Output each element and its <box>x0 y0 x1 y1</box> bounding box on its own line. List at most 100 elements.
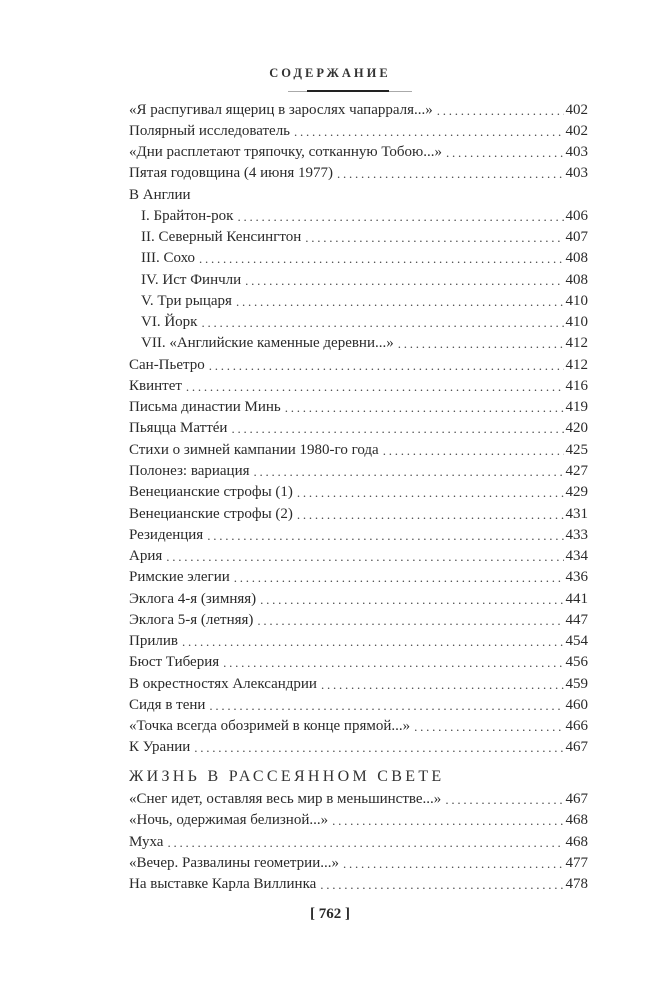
dot-leader <box>209 695 563 716</box>
page-title: СОДЕРЖАНИЕ <box>269 66 391 80</box>
entry-title: Полонез: вариация <box>129 463 250 480</box>
toc-entry: «Ночь, одержимая белизной...» 468 <box>129 810 588 831</box>
entry-page: 441 <box>565 590 589 607</box>
dot-leader <box>209 355 564 376</box>
dot-leader <box>207 525 563 546</box>
entry-page: 447 <box>565 611 589 628</box>
entry-page: 406 <box>565 207 589 224</box>
entry-page: 402 <box>565 101 589 118</box>
entry-title: Римские элегии <box>129 569 230 586</box>
toc-list: «Я распугивал ящериц в зарослях чапаррал… <box>129 100 588 759</box>
dot-leader <box>223 652 563 673</box>
entry-page: 459 <box>565 675 589 692</box>
entry-title: «Ночь, одержимая белизной...» <box>129 812 329 829</box>
toc-entry: К Урании 467 <box>129 737 588 758</box>
toc-entry: Муха 468 <box>129 832 588 853</box>
entry-title: На выставке Карла Виллинка <box>129 876 317 893</box>
toc-entry: «Точка всегда обозримей в конце прямой..… <box>129 716 588 737</box>
entry-page: 408 <box>565 271 589 288</box>
entry-page: 477 <box>565 854 589 871</box>
toc-entry: «Снег идет, оставляя весь мир в меньшинс… <box>129 789 588 810</box>
section-heading: ЖИЗНЬ В РАССЕЯННОМ СВЕТЕ <box>129 768 445 785</box>
toc-entry: Резиденция 433 <box>129 525 588 546</box>
dot-leader <box>337 163 563 184</box>
entry-page: 420 <box>565 420 589 437</box>
entry-page: 429 <box>565 484 589 501</box>
entry-title: В Англии <box>129 186 191 203</box>
toc-entry: Квинтет 416 <box>129 376 588 397</box>
page-number: [ 762 ] <box>310 906 350 922</box>
entry-title: Прилив <box>129 633 178 650</box>
entry-title: Сан-Пьетро <box>129 356 205 373</box>
dot-leader <box>297 482 564 503</box>
toc-entry: Эклога 5-я (летняя) 447 <box>129 610 588 631</box>
entry-page: 412 <box>565 356 589 373</box>
toc-entry: «Дни расплетают тряпочку, сотканную Тобо… <box>129 142 588 163</box>
dot-leader <box>383 440 564 461</box>
dot-leader <box>437 100 564 121</box>
entry-page: 403 <box>565 144 589 161</box>
entry-page: 478 <box>565 876 589 893</box>
entry-page: 460 <box>565 696 589 713</box>
toc-entry: В окрестностях Александрии 459 <box>129 674 588 695</box>
entry-title: Венецианские строфы (2) <box>129 505 293 522</box>
entry-page: 407 <box>565 229 589 246</box>
dot-leader <box>294 121 563 142</box>
toc-entry: Сан-Пьетро 412 <box>129 355 588 376</box>
entry-page: 412 <box>565 335 589 352</box>
toc-entry: Письма династии Минь 419 <box>129 397 588 418</box>
toc-entry: Венецианские строфы (1) 429 <box>129 482 588 503</box>
toc-entry: Бюст Тиберия 456 <box>129 652 588 673</box>
entry-page: 434 <box>565 548 589 565</box>
dot-leader <box>237 206 563 227</box>
dot-leader <box>182 631 564 652</box>
entry-page: 410 <box>565 292 589 309</box>
dot-leader <box>343 853 564 874</box>
dot-leader <box>414 716 563 737</box>
dot-leader <box>446 142 564 163</box>
entry-page: 468 <box>565 812 589 829</box>
entry-title: V. Три рыцаря <box>141 292 232 309</box>
dot-leader <box>201 312 563 333</box>
entry-title: Резиденция <box>129 526 204 543</box>
dot-leader <box>321 674 564 695</box>
dot-leader <box>257 610 563 631</box>
entry-title: III. Сохо <box>141 250 196 267</box>
toc-entry: Ария 434 <box>129 546 588 567</box>
entry-title: «Точка всегда обозримей в конце прямой..… <box>129 718 411 735</box>
toc-section-list: «Снег идет, оставляя весь мир в меньшинс… <box>129 789 588 895</box>
dot-leader <box>194 737 563 758</box>
entry-title: IV. Ист Финчли <box>141 271 242 288</box>
toc-entry: Полонез: вариация 427 <box>129 461 588 482</box>
entry-page: 425 <box>565 441 589 458</box>
dot-leader <box>186 376 564 397</box>
entry-title: Полярный исследователь <box>129 122 291 139</box>
dot-leader <box>166 546 563 567</box>
toc-entry: «Я распугивал ящериц в зарослях чапаррал… <box>129 100 588 121</box>
entry-title: Эклога 5-я (летняя) <box>129 611 254 628</box>
entry-title: Пьяцца Маттéи <box>129 420 228 437</box>
entry-title: «Вечер. Развалины геометрии...» <box>129 854 339 871</box>
toc-entry: VI. Йорк 410 <box>129 312 588 333</box>
entry-title: «Я распугивал ящериц в зарослях чапаррал… <box>129 101 433 118</box>
toc-entry: Римские элегии 436 <box>129 567 588 588</box>
toc-entry: Пятая годовщина (4 июня 1977) 403 <box>129 163 588 184</box>
entry-title: Бюст Тиберия <box>129 654 220 671</box>
entry-page: 468 <box>565 833 589 850</box>
entry-title: В окрестностях Александрии <box>129 675 317 692</box>
dot-leader <box>285 397 564 418</box>
toc-entry: Полярный исследователь 402 <box>129 121 588 142</box>
entry-title: Квинтет <box>129 377 182 394</box>
entry-title: Эклога 4-я (зимняя) <box>129 590 257 607</box>
dot-leader <box>297 504 564 525</box>
toc-entry: В Англии <box>129 185 588 206</box>
dot-leader <box>254 461 564 482</box>
entry-title: VII. «Английские каменные деревни...» <box>141 335 394 352</box>
entry-page: 403 <box>565 165 589 182</box>
dot-leader <box>332 810 563 831</box>
entry-page: 408 <box>565 250 589 267</box>
entry-title: «Снег идет, оставляя весь мир в меньшинс… <box>129 791 442 807</box>
entry-title: К Урании <box>129 739 191 756</box>
toc-entry: III. Сохо 408 <box>129 248 588 269</box>
toc-entry: «Вечер. Развалины геометрии...» 477 <box>129 853 588 874</box>
